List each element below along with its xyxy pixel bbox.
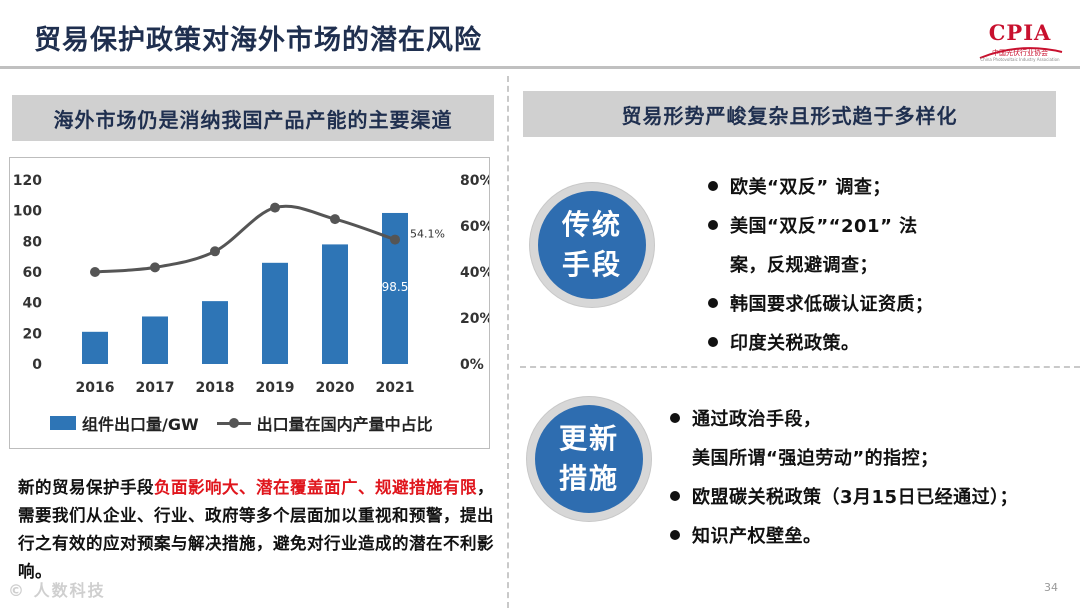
x-tick-label: 2018 (196, 380, 235, 396)
right-horizontal-divider (520, 366, 1080, 368)
x-tick-label: 2017 (136, 380, 175, 396)
list-item-continuation: 案，反规避调查； (730, 255, 878, 276)
logo-subtitle-en: China Photovoltaic Industry Association (980, 57, 1060, 62)
line-point-2016 (90, 267, 100, 277)
legend-line-swatch (216, 417, 251, 428)
traditional-badge-line2: 手段 (561, 248, 622, 281)
page-title: 贸易保护政策对海外市场的潜在风险 (34, 25, 482, 56)
bullet-icon (670, 413, 680, 423)
bullet-icon (670, 491, 680, 501)
list-item: 欧盟碳关税政策（3月15日已经通过）； (670, 478, 1080, 517)
paragraph-highlight: 负面影响大、潜在覆盖面广、规避措施有限 (154, 478, 477, 497)
bar-2017 (142, 316, 168, 364)
new-badge-line2: 措施 (558, 462, 619, 495)
bullet-icon (670, 530, 680, 540)
new-badge-line1: 更新 (558, 422, 619, 455)
legend-bar-swatch (50, 416, 76, 430)
x-tick-label: 2019 (256, 380, 295, 396)
bar-data-label: 98.5 (382, 280, 409, 294)
legend-line-label: 出口量在国内产量中占比 (256, 415, 433, 434)
list-item: 美国“双反”“201” 法 (708, 207, 1068, 246)
traditional-means-badge: 传统 手段 (530, 183, 654, 307)
legend-bar-label: 组件出口量/GW (82, 415, 199, 434)
y-left-tick-label: 120 (13, 173, 42, 189)
traditional-means-list: 欧美“双反” 调查； 美国“双反”“201” 法 案，反规避调查； 韩国要求低碳… (708, 168, 1068, 363)
series-line-share (94, 204, 396, 274)
x-tick-label: 2020 (316, 380, 355, 396)
paragraph-part3: ，需要我们从企业、行业、政府等多个层面加以重视和预警，提出行之有效的应对预案与解… (18, 478, 494, 581)
line-point-2017 (150, 262, 160, 273)
cpia-logo: CPIA 中国光伏行业协会 China Photovoltaic Industr… (972, 14, 1068, 66)
y-left-tick-label: 80 (23, 234, 43, 250)
export-chart: 0 20 40 60 80 100 120 0% 20% 40% 60% 80% 2016 2017 201… (9, 157, 490, 449)
x-tick-label: 2016 (76, 380, 115, 396)
line-point-2018 (210, 246, 220, 257)
list-item: 欧美“双反” 调查； (708, 168, 1068, 207)
y-right-tick-label: 20% (460, 311, 489, 327)
bullet-icon (708, 298, 718, 308)
page-number: 34 (1044, 581, 1058, 594)
paragraph-part1: 新的贸易保护手段 (18, 478, 154, 497)
bullet-icon (708, 337, 718, 347)
list-item: 通过政治手段， (670, 400, 1080, 439)
y-right-tick-label: 80% (460, 173, 489, 189)
bullet-icon (708, 181, 718, 191)
line-point-2019 (270, 202, 280, 213)
y-left-tick-label: 40 (23, 296, 43, 312)
list-item-continuation: 美国所谓“强迫劳动”的指控； (692, 448, 939, 469)
y-right-tick-label: 0% (460, 357, 484, 373)
line-data-label: 54.1% (410, 228, 445, 241)
list-item: 韩国要求低碳认证资质； (708, 285, 1068, 324)
line-point-2021 (390, 234, 400, 245)
header-divider (0, 66, 1080, 69)
y-left-tick-label: 100 (13, 204, 42, 220)
watermark: © 人数科技 (8, 581, 106, 600)
y-right-tick-label: 60% (460, 219, 489, 235)
new-measures-badge: 更新 措施 (527, 397, 651, 521)
new-measures-list: 通过政治手段， 美国所谓“强迫劳动”的指控； 欧盟碳关税政策（3月15日已经通过… (670, 400, 1080, 556)
bar-2018 (202, 301, 228, 364)
logo-swoosh-icon (979, 47, 1063, 59)
list-item: 知识产权壁垒。 (670, 517, 1080, 556)
left-section-banner: 海外市场仍是消纳我国产品产能的主要渠道 (12, 95, 494, 141)
x-tick-label: 2021 (376, 380, 415, 396)
list-item: 印度关税政策。 (708, 324, 1068, 363)
bar-2019 (262, 262, 288, 364)
line-point-2020 (330, 214, 340, 225)
y-left-tick-label: 60 (23, 265, 43, 281)
vertical-divider (507, 76, 509, 608)
logo-subtitle: 中国光伏行业协会 (992, 49, 1048, 57)
chart-canvas: 0 20 40 60 80 100 120 0% 20% 40% 60% 80% 2016 2017 201… (13, 173, 489, 396)
traditional-badge-line1: 传统 (561, 208, 622, 241)
bullet-icon (708, 220, 718, 230)
chart-legend: 组件出口量/GW 出口量在国内产量中占比 (50, 412, 433, 434)
bar-2016 (82, 331, 108, 364)
bar-2020 (322, 244, 348, 364)
y-right-tick-label: 40% (460, 265, 489, 281)
y-left-tick-label: 20 (23, 326, 43, 342)
right-section-banner: 贸易形势严峻复杂且形式趋于多样化 (523, 91, 1056, 137)
logo-text: CPIA (988, 20, 1052, 45)
summary-paragraph: 新的贸易保护手段负面影响大、潜在覆盖面广、规避措施有限，需要我们从企业、行业、政… (18, 474, 496, 586)
y-left-tick-label: 0 (32, 357, 42, 373)
